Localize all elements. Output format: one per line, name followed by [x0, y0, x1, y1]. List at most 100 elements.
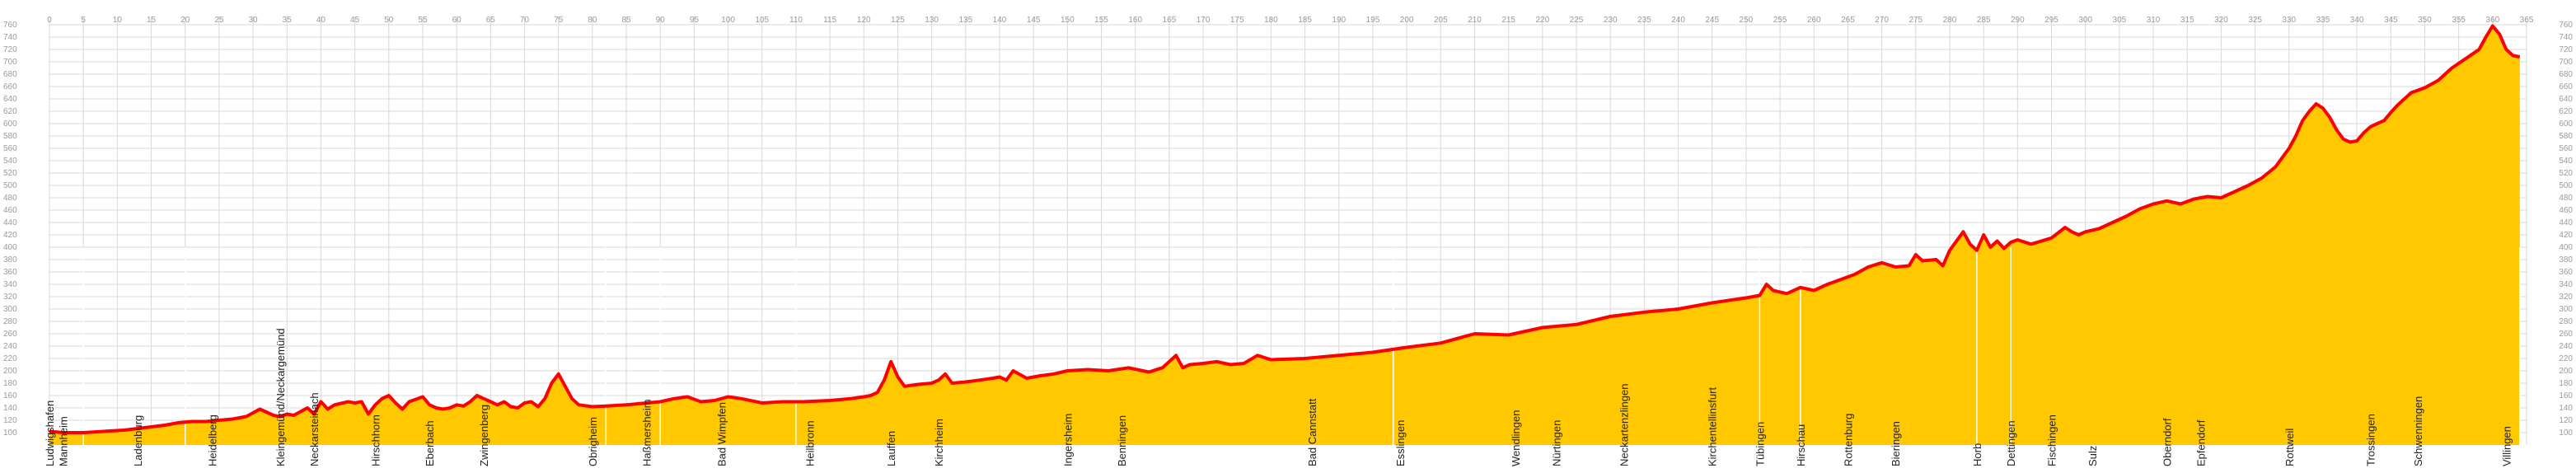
y-tick-label-left: 380 [3, 255, 17, 265]
y-tick-label-left: 640 [3, 95, 17, 104]
y-tick-label-left: 300 [3, 305, 17, 314]
y-tick-label-left: 520 [3, 169, 17, 178]
place-label: Mannheim [57, 416, 69, 466]
x-tick-label: 65 [486, 16, 496, 25]
y-tick-label-right: 400 [2559, 243, 2573, 252]
place-label: Hirschau [1795, 424, 1807, 466]
y-tick-label-right: 640 [2559, 95, 2573, 104]
x-tick-label: 230 [1604, 16, 1618, 25]
x-tick-label: 175 [1230, 16, 1244, 25]
x-tick-label: 350 [2418, 16, 2432, 25]
x-tick-label: 240 [1671, 16, 1685, 25]
place-label: Trossingen [2365, 414, 2377, 466]
y-tick-label-right: 520 [2559, 169, 2573, 178]
x-tick-label: 90 [656, 16, 666, 25]
y-tick-label-right: 140 [2559, 404, 2573, 413]
x-tick-label: 115 [823, 16, 836, 25]
y-tick-label-left: 400 [3, 243, 17, 252]
y-tick-label-left: 360 [3, 268, 17, 277]
place-label: Wendlingen [1510, 410, 1522, 466]
y-tick-label-left: 620 [3, 107, 17, 116]
x-tick-label: 135 [958, 16, 972, 25]
y-tick-label-right: 300 [2559, 305, 2573, 314]
y-tick-label-left: 420 [3, 231, 17, 240]
y-tick-label-left: 680 [3, 70, 17, 79]
place-label: Tübingen [1754, 422, 1766, 466]
place-label: Kleingemünd/Neckargemünd [274, 328, 287, 466]
y-tick-label-right: 560 [2559, 144, 2573, 153]
x-tick-label: 340 [2350, 16, 2364, 25]
y-tick-label-left: 340 [3, 280, 17, 289]
x-tick-label: 100 [721, 16, 735, 25]
x-tick-label: 155 [1094, 16, 1108, 25]
y-tick-label-left: 180 [3, 379, 17, 388]
x-tick-label: 5 [81, 16, 86, 25]
y-tick-label-right: 160 [2559, 391, 2573, 400]
place-label: Rottenburg [1842, 414, 1854, 466]
y-tick-label-right: 580 [2559, 132, 2573, 141]
x-tick-label: 295 [2044, 16, 2058, 25]
place-label: Rottweil [2283, 429, 2296, 466]
x-tick-label: 245 [1705, 16, 1719, 25]
y-tick-label-left: 700 [3, 58, 17, 67]
place-label: Haßmersheim [641, 399, 653, 466]
x-tick-label: 265 [1841, 16, 1855, 25]
y-tick-label-right: 380 [2559, 255, 2573, 265]
x-tick-label: 150 [1061, 16, 1075, 25]
place-label: Epfendorf [2195, 419, 2208, 466]
x-tick-label: 45 [350, 16, 360, 25]
x-tick-label: 365 [2520, 16, 2534, 25]
y-tick-label-right: 740 [2559, 33, 2573, 42]
y-tick-label-left: 260 [3, 330, 17, 339]
y-tick-label-left: 200 [3, 367, 17, 376]
x-tick-label: 315 [2180, 16, 2194, 25]
elevation-line [49, 24, 2521, 434]
place-label: Benningen [1116, 415, 1128, 466]
y-tick-label-right: 480 [2559, 194, 2573, 203]
y-tick-label-left: 720 [3, 45, 17, 54]
x-tick-label: 180 [1264, 16, 1278, 25]
x-tick-label: 280 [1943, 16, 1957, 25]
place-label: Heidelberg [207, 414, 219, 466]
place-label: Hirschhorn [369, 414, 382, 466]
x-tick-label: 30 [249, 16, 259, 25]
y-axis-ticks-right: 100 120 140 160 180 200 220 240 260 280 300 320 340 3… [2559, 21, 2573, 438]
x-tick-label: 225 [1570, 16, 1584, 25]
x-tick-label: 160 [1128, 16, 1142, 25]
x-tick-label: 15 [147, 16, 157, 25]
x-tick-label: 120 [857, 16, 871, 25]
place-label: Schwenningen [2412, 396, 2424, 466]
x-tick-label: 125 [891, 16, 905, 25]
y-tick-label-right: 100 [2559, 429, 2573, 438]
x-tick-label: 55 [418, 16, 428, 25]
x-tick-label: 260 [1807, 16, 1821, 25]
y-tick-label-right: 180 [2559, 379, 2573, 388]
y-tick-label-left: 440 [3, 218, 17, 227]
x-tick-label: 335 [2316, 16, 2330, 25]
y-tick-label-left: 500 [3, 181, 17, 190]
x-tick-label: 290 [2011, 16, 2025, 25]
y-tick-label-right: 440 [2559, 218, 2573, 227]
x-tick-label: 35 [283, 16, 293, 25]
y-tick-label-left: 580 [3, 132, 17, 141]
x-tick-label: 85 [621, 16, 631, 25]
y-tick-label-right: 320 [2559, 293, 2573, 302]
x-tick-label: 140 [993, 16, 1007, 25]
place-label: Oberndorf [2161, 418, 2174, 466]
place-label: Esslingen [1394, 420, 1407, 466]
x-tick-label: 275 [1909, 16, 1923, 25]
place-label: Horb [1971, 443, 1984, 466]
segment-separators [82, 247, 2521, 445]
y-tick-label-right: 200 [2559, 367, 2573, 376]
place-label: Kirchheim [933, 419, 945, 466]
x-tick-label: 170 [1197, 16, 1211, 25]
y-tick-label-left: 160 [3, 391, 17, 400]
y-tick-label-left: 100 [3, 429, 17, 438]
y-tick-label-right: 260 [2559, 330, 2573, 339]
x-tick-label: 215 [1501, 16, 1515, 25]
x-tick-label: 195 [1366, 16, 1380, 25]
y-tick-label-right: 360 [2559, 268, 2573, 277]
x-tick-label: 270 [1875, 16, 1889, 25]
elevation-area [49, 26, 2520, 445]
